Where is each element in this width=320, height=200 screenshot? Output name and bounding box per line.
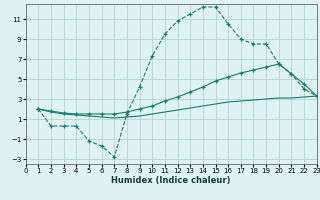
X-axis label: Humidex (Indice chaleur): Humidex (Indice chaleur) bbox=[111, 176, 231, 185]
